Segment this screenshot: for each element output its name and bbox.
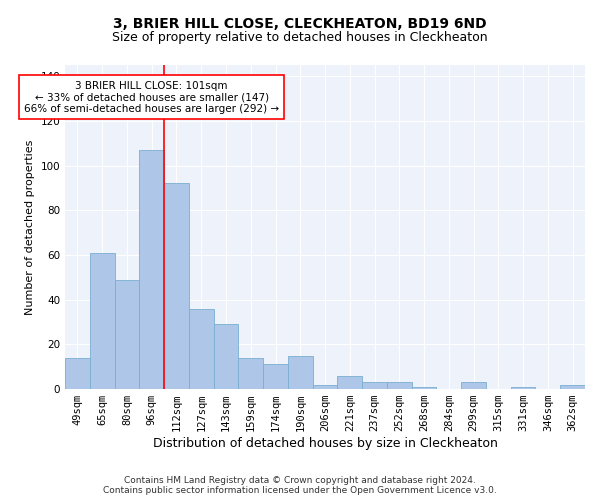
Bar [238,358,263,389]
Bar [337,376,362,389]
Bar [461,382,486,389]
Bar [189,308,214,389]
Bar [139,150,164,389]
Bar [65,358,90,389]
Text: Contains HM Land Registry data © Crown copyright and database right 2024.
Contai: Contains HM Land Registry data © Crown c… [103,476,497,495]
Bar [412,387,436,389]
Bar [263,364,288,389]
Bar [511,387,535,389]
Bar [164,184,189,389]
Text: 3, BRIER HILL CLOSE, CLECKHEATON, BD19 6ND: 3, BRIER HILL CLOSE, CLECKHEATON, BD19 6… [113,18,487,32]
Bar [214,324,238,389]
Bar [90,252,115,389]
Y-axis label: Number of detached properties: Number of detached properties [25,140,35,314]
Bar [313,384,337,389]
Bar [115,280,139,389]
X-axis label: Distribution of detached houses by size in Cleckheaton: Distribution of detached houses by size … [152,437,497,450]
Bar [387,382,412,389]
Bar [288,356,313,389]
Text: 3 BRIER HILL CLOSE: 101sqm
← 33% of detached houses are smaller (147)
66% of sem: 3 BRIER HILL CLOSE: 101sqm ← 33% of deta… [24,80,279,114]
Bar [560,384,585,389]
Bar [362,382,387,389]
Text: Size of property relative to detached houses in Cleckheaton: Size of property relative to detached ho… [112,31,488,44]
